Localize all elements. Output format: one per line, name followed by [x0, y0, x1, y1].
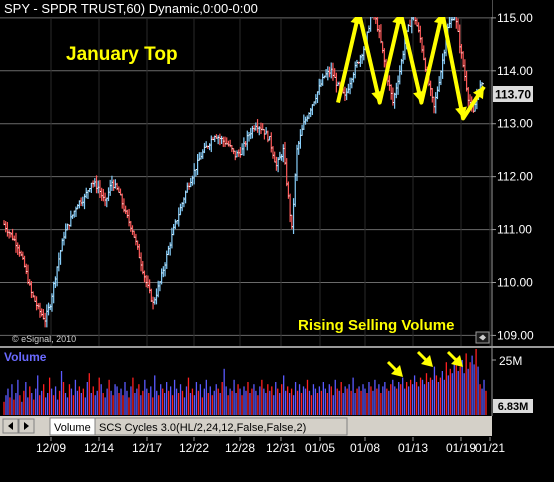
tab-volume-label: Volume	[54, 422, 91, 434]
last-volume-box	[493, 399, 533, 413]
title-strip	[0, 0, 492, 17]
price-axis: 115.00 114.00 113.00 112.00 111.00 110.00 109.…	[491, 0, 534, 416]
price-tick-label: 110.00	[497, 275, 533, 289]
time-tick-label: 01/08	[350, 441, 380, 455]
time-tick-label: 12/31	[266, 441, 296, 455]
time-tick-label: 12/22	[179, 441, 209, 455]
swing-arrowhead	[472, 86, 484, 100]
esignal-watermark: © eSignal, 2010	[12, 334, 76, 344]
pane-scroll-icon[interactable]	[475, 331, 490, 344]
price-tick-label: 109.00	[497, 328, 534, 342]
volume-arrows	[386, 350, 463, 377]
last-volume-value: 6.83M	[498, 401, 529, 413]
swing-arrowhead	[455, 106, 467, 119]
swing-arrowhead	[413, 90, 425, 103]
time-tick-label: 01/19	[446, 441, 476, 455]
time-axis: 12/09 12/14 12/17 12/22 12/28 12/31 01/05 01/08…	[0, 436, 554, 482]
tab-scroll-right-button[interactable]	[18, 418, 35, 434]
price-tick-label: 113.00	[497, 117, 533, 131]
price-tick-label: 114.00	[497, 64, 533, 78]
tab-scs-cycles[interactable]: SCS Cycles 3.0(HL/2,24,12,False,False,2)	[94, 417, 348, 436]
swing-zigzag-line	[336, 10, 486, 121]
time-tick-label: 12/28	[225, 441, 255, 455]
chart-title: SPY - SPDR TRUST,60) Dynamic,0:00-0:00	[4, 1, 258, 16]
tab-scroll-left-button[interactable]	[2, 418, 19, 434]
volume-arrowhead	[451, 355, 463, 367]
tab-volume[interactable]: Volume	[49, 417, 96, 436]
time-tick-label: 01/13	[398, 441, 428, 455]
volume-arrowhead	[391, 365, 403, 377]
last-price-box	[493, 86, 533, 102]
time-tick-label: 12/14	[84, 441, 114, 455]
volume-pane: Volume 25M 6.83M	[3, 349, 533, 415]
tab-bar: Volume SCS Cycles 3.0(HL/2,24,12,False,F…	[0, 416, 492, 436]
time-tick-label: 12/17	[132, 441, 162, 455]
time-tick-label: 01/05	[305, 441, 335, 455]
volume-arrowhead	[421, 355, 433, 367]
volume-bars	[3, 349, 487, 415]
time-tick-label: 12/09	[36, 441, 66, 455]
price-tick-label: 111.00	[497, 223, 532, 237]
volume-tick-label: 25M	[499, 354, 522, 368]
tab-scs-cycles-label: SCS Cycles 3.0(HL/2,24,12,False,False,2)	[99, 422, 306, 434]
volume-pane-title: Volume	[4, 350, 47, 364]
swing-arrowhead	[371, 90, 384, 103]
price-grid	[0, 17, 492, 336]
price-tick-label: 112.00	[497, 170, 533, 184]
price-tick-label: 115.00	[497, 11, 533, 25]
january-top-label: January Top	[66, 44, 178, 65]
time-tick-label: 01/21	[475, 441, 505, 455]
rising-selling-volume-label: Rising Selling Volume	[298, 317, 454, 334]
last-price-value: 113.70	[495, 88, 531, 102]
volume-axis: 25M	[492, 354, 522, 368]
time-axis-background	[0, 436, 554, 482]
